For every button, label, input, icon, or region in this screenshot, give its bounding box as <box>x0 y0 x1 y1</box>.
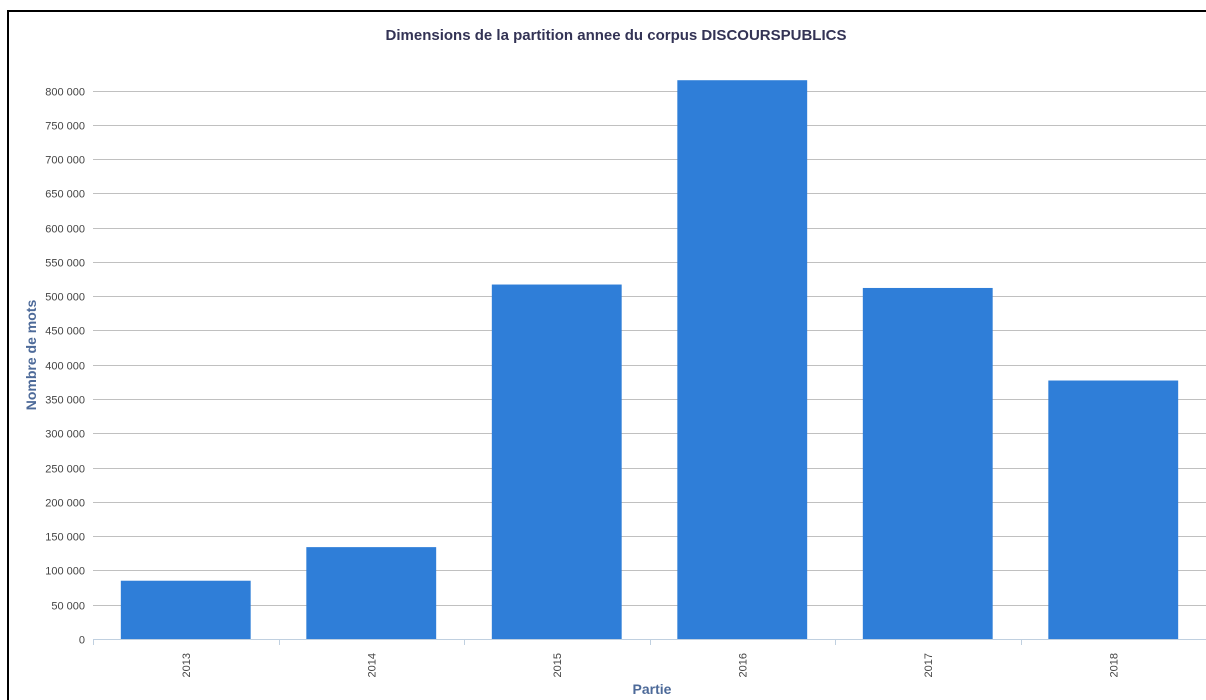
y-tick-label: 50 000 <box>51 601 85 613</box>
y-tick-label: 750 000 <box>45 121 85 133</box>
chart-frame: Dimensions de la partition annee du corp… <box>7 10 1206 700</box>
y-axis-title: Nombre de mots <box>23 300 39 411</box>
x-axis-title: Partie <box>633 681 672 697</box>
y-tick-label: 550 000 <box>45 258 85 270</box>
bar-2016 <box>677 80 808 639</box>
y-tick-label: 350 000 <box>45 395 85 407</box>
x-tick-label: 2017 <box>923 653 935 677</box>
y-tick-label: 800 000 <box>45 87 85 99</box>
bar-2017 <box>862 287 993 639</box>
x-tick-label: 2016 <box>737 653 749 677</box>
bar-2018 <box>1048 380 1179 639</box>
y-tick-label: 700 000 <box>45 155 85 167</box>
y-tick-label: 0 <box>79 635 85 647</box>
y-tick-label: 100 000 <box>45 566 85 578</box>
bar-chart: Dimensions de la partition annee du corp… <box>23 27 1206 697</box>
chart-title: Dimensions de la partition annee du corp… <box>386 27 847 44</box>
x-axis <box>93 639 1206 645</box>
x-tick-label: 2015 <box>552 653 564 677</box>
bar-2015 <box>491 284 622 639</box>
y-tick-label: 500 000 <box>45 292 85 304</box>
y-tick-label: 450 000 <box>45 326 85 338</box>
y-tick-label: 600 000 <box>45 224 85 236</box>
x-tick-label: 2018 <box>1108 653 1120 677</box>
y-tick-label: 200 000 <box>45 498 85 510</box>
x-tick-label: 2014 <box>366 653 378 677</box>
y-tick-label: 400 000 <box>45 361 85 373</box>
y-tick-label: 250 000 <box>45 464 85 476</box>
y-tick-label: 300 000 <box>45 429 85 441</box>
x-tick-label: 2013 <box>181 653 193 677</box>
x-axis-tick-labels: 2013 2014 2015 2016 2017 2018 <box>181 653 1121 677</box>
bar-2013 <box>120 580 251 639</box>
y-tick-label: 150 000 <box>45 532 85 544</box>
grid-lines <box>93 91 1206 606</box>
bar-2014 <box>306 547 437 639</box>
y-axis-tick-labels: 0 50 000 100 000 150 000 200 000 250 000 300 0… <box>45 87 85 647</box>
bars <box>120 80 1179 639</box>
y-tick-label: 650 000 <box>45 189 85 201</box>
